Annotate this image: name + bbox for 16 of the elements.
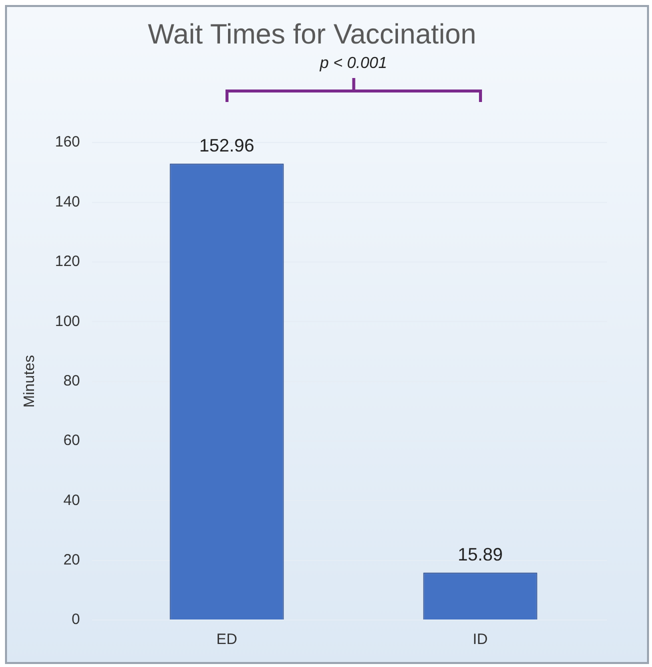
y-tick-label: 160 xyxy=(54,134,80,151)
data-label: 15.89 xyxy=(458,544,503,565)
y-tick-label: 80 xyxy=(63,372,80,390)
y-tick-label: 60 xyxy=(63,432,80,450)
x-tick-label: ID xyxy=(472,631,488,648)
y-tick-label: 120 xyxy=(54,253,80,270)
text: p < 0.001 xyxy=(320,54,388,73)
y-tick-label: 0 xyxy=(72,611,80,628)
chart-title: Wait Times for Vaccination xyxy=(148,18,476,50)
y-axis-title: Minutes xyxy=(21,355,38,408)
data-label: 152.96 xyxy=(199,136,254,156)
y-tick-label: 40 xyxy=(63,492,80,509)
y-tick-label: 140 xyxy=(54,193,80,210)
y-tick-label: 20 xyxy=(63,551,80,568)
y-tick-label: 100 xyxy=(54,312,80,330)
x-tick-label: ED xyxy=(216,631,238,648)
